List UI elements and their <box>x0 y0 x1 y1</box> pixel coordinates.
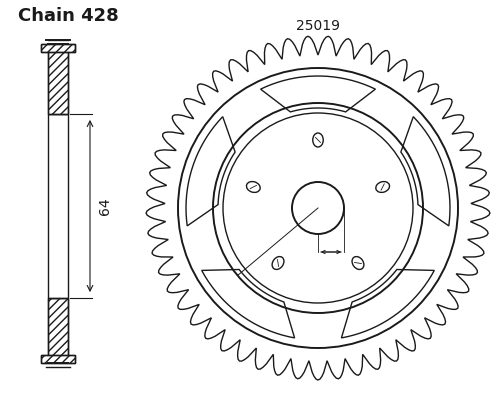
Ellipse shape <box>246 181 260 193</box>
Ellipse shape <box>352 257 364 270</box>
Polygon shape <box>146 36 490 380</box>
Bar <box>41 44 75 52</box>
Bar <box>41 355 75 363</box>
Bar <box>48 114 68 298</box>
Circle shape <box>292 182 344 234</box>
Text: 64: 64 <box>98 197 112 215</box>
Text: 10.5: 10.5 <box>348 255 372 265</box>
Bar <box>48 298 68 356</box>
Circle shape <box>178 68 458 348</box>
Bar <box>48 298 68 356</box>
Bar <box>48 51 68 114</box>
Bar <box>41 355 75 363</box>
Text: 25019: 25019 <box>296 19 340 33</box>
Text: 96: 96 <box>283 183 303 198</box>
Text: Chain 428: Chain 428 <box>18 7 119 25</box>
Ellipse shape <box>272 257 284 270</box>
Polygon shape <box>186 116 235 226</box>
Polygon shape <box>342 270 434 338</box>
Polygon shape <box>260 76 376 112</box>
Bar <box>41 44 75 52</box>
Bar <box>48 51 68 114</box>
Ellipse shape <box>376 181 390 193</box>
Circle shape <box>223 113 413 303</box>
Polygon shape <box>401 116 450 226</box>
Polygon shape <box>202 270 294 338</box>
Ellipse shape <box>313 133 323 147</box>
